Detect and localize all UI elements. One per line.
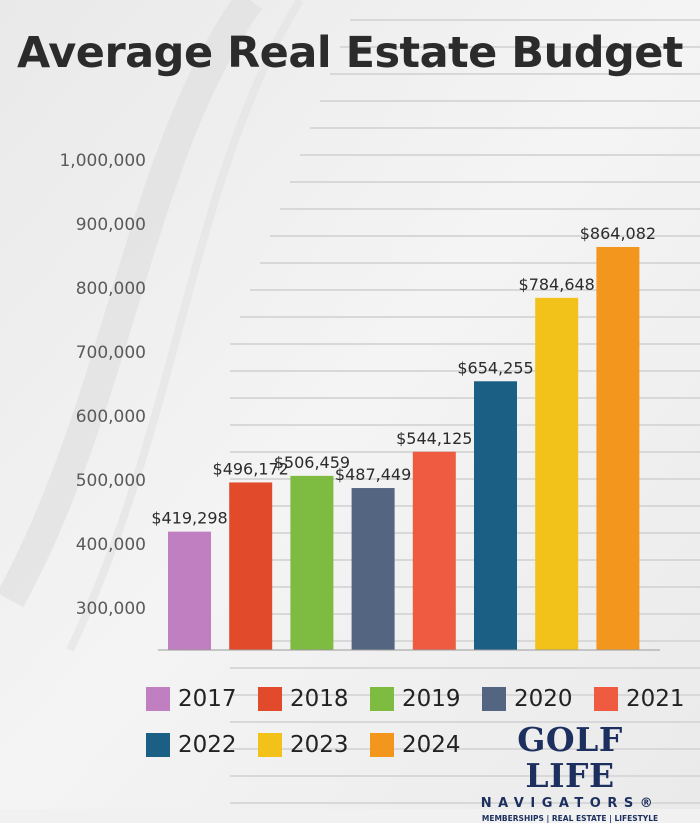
bar-2022 bbox=[474, 381, 517, 650]
legend-item-2021: 2021 bbox=[594, 684, 685, 714]
legend-label: 2021 bbox=[626, 686, 685, 712]
legend-label: 2018 bbox=[290, 686, 349, 712]
legend-label: 2022 bbox=[178, 732, 237, 758]
y-tick-label: 600,000 bbox=[76, 407, 146, 427]
legend-label: 2023 bbox=[290, 732, 349, 758]
data-label-2023: $784,648 bbox=[519, 275, 595, 294]
bar-2019 bbox=[290, 475, 334, 650]
legend-item-2022: 2022 bbox=[146, 730, 237, 760]
legend-item-2018: 2018 bbox=[258, 684, 349, 714]
legend-label: 2024 bbox=[402, 732, 461, 758]
legend-swatch bbox=[146, 687, 170, 711]
y-tick-label: 500,000 bbox=[76, 471, 146, 491]
bar-2020 bbox=[351, 488, 395, 650]
y-tick-label: 1,000,000 bbox=[59, 151, 146, 171]
legend-item-2024: 2024 bbox=[370, 730, 461, 760]
y-tick-label: 700,000 bbox=[76, 343, 146, 363]
legend-item-2020: 2020 bbox=[482, 684, 573, 714]
data-label-2024: $864,082 bbox=[580, 224, 656, 243]
legend-item-2019: 2019 bbox=[370, 684, 461, 714]
logo-tagline: MEMBERSHIPS | REAL ESTATE | LIFESTYLE bbox=[481, 814, 659, 823]
y-tick-label: 400,000 bbox=[76, 535, 146, 555]
legend-swatch bbox=[258, 733, 282, 757]
legend-swatch bbox=[146, 733, 170, 757]
chart-title: Average Real Estate Budget bbox=[17, 28, 683, 78]
legend-swatch bbox=[370, 687, 394, 711]
bar-2017 bbox=[168, 531, 211, 650]
data-label-2018: $496,172 bbox=[213, 459, 289, 478]
legend-swatch bbox=[258, 687, 282, 711]
y-tick-label: 900,000 bbox=[76, 215, 146, 235]
legend-swatch bbox=[594, 687, 618, 711]
legend-item-2023: 2023 bbox=[258, 730, 349, 760]
legend-label: 2019 bbox=[402, 686, 461, 712]
legend-label: 2020 bbox=[514, 686, 573, 712]
legend-swatch bbox=[370, 733, 394, 757]
legend-label: 2017 bbox=[178, 686, 237, 712]
bar-2024 bbox=[596, 246, 640, 650]
legend-item-2017: 2017 bbox=[146, 684, 237, 714]
bar-2021 bbox=[412, 451, 456, 650]
legend-swatch bbox=[482, 687, 506, 711]
data-label-2020: $487,449 bbox=[335, 465, 411, 484]
data-label-2019: $506,459 bbox=[274, 453, 350, 472]
logo-main-text: GOLF LIFE bbox=[517, 720, 623, 795]
logo-sub-text: NAVIGATORS® bbox=[480, 796, 660, 811]
data-label-2017: $419,298 bbox=[151, 509, 227, 528]
bar-2018 bbox=[229, 482, 273, 650]
golf-life-navigators-logo: GOLF LIFE NAVIGATORS® MEMBERSHIPS | REAL… bbox=[470, 722, 670, 823]
data-label-2021: $544,125 bbox=[396, 429, 472, 448]
y-tick-label: 300,000 bbox=[76, 599, 146, 619]
y-tick-label: 800,000 bbox=[76, 279, 146, 299]
bar-2023 bbox=[535, 297, 579, 650]
data-label-2022: $654,255 bbox=[457, 358, 533, 377]
